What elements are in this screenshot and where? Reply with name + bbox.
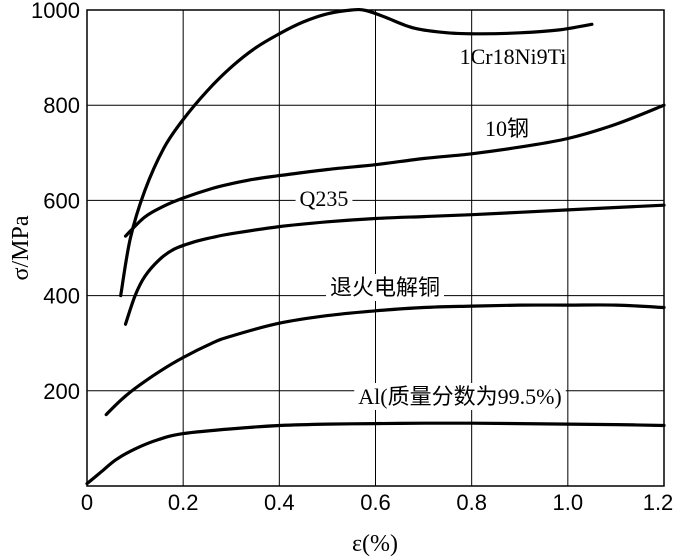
x-tick-label: 1.0 xyxy=(553,490,584,515)
label-annealed-copper-bg xyxy=(325,274,445,301)
curve-10-steel xyxy=(123,103,666,238)
curve-q235 xyxy=(123,203,666,326)
x-tick-label: 0.6 xyxy=(360,490,391,515)
y-tick-label: 600 xyxy=(43,188,80,213)
series-labels: 1Cr18Ni9Ti 10钢 Q235 退火电解铜 Al(质量分数为99.5%) xyxy=(295,44,567,410)
curve-1cr18ni9ti xyxy=(119,7,594,298)
curve-aluminum xyxy=(85,421,666,486)
x-tick-label: 0 xyxy=(81,490,93,515)
label-q235: Q235 xyxy=(300,186,349,211)
tick-labels: 0 0.2 0.4 0.6 0.8 1.0 1.2 200 400 600 800 1000 xyxy=(31,0,673,515)
x-tick-label: 0.2 xyxy=(168,490,199,515)
label-1cr18ni9ti: 1Cr18Ni9Ti xyxy=(460,44,567,69)
plot-frame xyxy=(86,9,665,487)
x-tick-label: 0.4 xyxy=(264,490,295,515)
x-tick-label: 0.8 xyxy=(456,490,487,515)
label-10-steel: 10钢 xyxy=(485,116,529,141)
y-tick-label: 1000 xyxy=(31,0,80,23)
y-tick-label: 200 xyxy=(43,379,80,404)
curve-annealed-copper xyxy=(104,303,666,417)
label-aluminum: Al(质量分数为99.5%) xyxy=(358,384,561,409)
label-annealed-copper: 退火电解铜 xyxy=(330,275,440,300)
y-tick-label: 800 xyxy=(43,93,80,118)
x-axis-title: ε(%) xyxy=(352,531,398,557)
curves xyxy=(85,7,666,486)
x-tick-label: 1.2 xyxy=(643,490,674,515)
y-tick-label: 400 xyxy=(43,284,80,309)
label-q235-bg xyxy=(295,185,353,212)
label-aluminum-bg xyxy=(354,383,566,410)
y-axis-title: σ/MPa xyxy=(8,215,34,280)
